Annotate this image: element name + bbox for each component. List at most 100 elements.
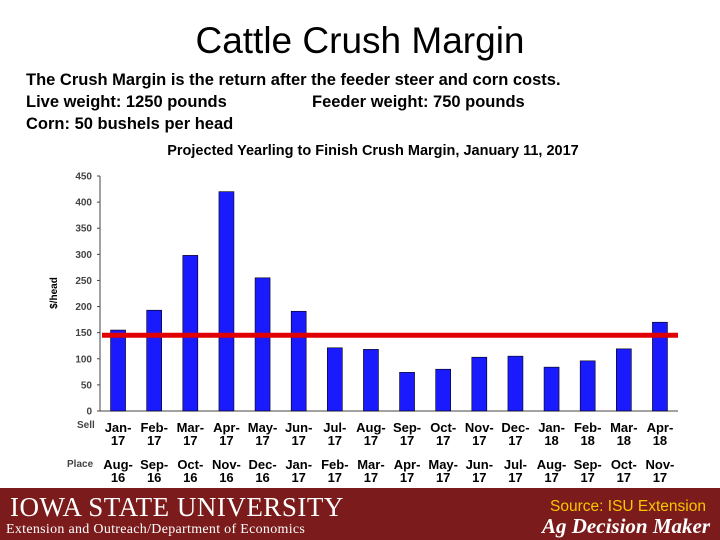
footer-bar: IOWA STATE UNIVERSITY Extension and Outr… [0, 488, 720, 540]
place-year-label: 17 [617, 470, 631, 485]
bar [146, 309, 162, 412]
sell-month-label: Nov- [465, 420, 494, 435]
y-axis-label: $/head [49, 277, 60, 309]
place-year-label: 17 [291, 470, 305, 485]
sell-year-label: 17 [364, 433, 378, 448]
sell-year-label: 17 [147, 433, 161, 448]
bar [652, 321, 668, 412]
place-year-label: 16 [111, 470, 125, 485]
place-month-label: Nov- [212, 457, 241, 472]
place-row-label: Place [67, 459, 94, 470]
y-tick-label: 50 [81, 380, 93, 391]
sell-year-label: 18 [653, 433, 667, 448]
bar [290, 310, 307, 412]
ag-decision-maker-logo-text: Ag Decision Maker [542, 514, 710, 538]
y-tick-label: 0 [86, 407, 92, 418]
place-year-label: 16 [219, 470, 233, 485]
place-month-label: Jul- [504, 457, 527, 472]
source-text: Source: ISU Extension [550, 498, 706, 515]
sell-year-label: 17 [183, 433, 197, 448]
sell-month-label: Aug- [356, 420, 386, 435]
y-tick-label: 200 [75, 302, 92, 313]
y-tick-label: 450 [75, 172, 92, 183]
place-year-label: 17 [400, 470, 414, 485]
intro-line-1: The Crush Margin is the return after the… [26, 71, 561, 89]
sell-year-label: 17 [400, 433, 414, 448]
place-month-label: Oct- [611, 457, 637, 472]
sell-year-label: 17 [472, 433, 486, 448]
sell-month-label: Oct- [430, 420, 456, 435]
bar [579, 360, 596, 412]
bar [471, 356, 488, 412]
place-month-label: Aug- [103, 457, 133, 472]
y-tick-label: 150 [75, 328, 92, 339]
sell-month-label: Sep- [393, 420, 421, 435]
y-tick-label: 100 [75, 354, 92, 365]
sell-month-label: Feb- [140, 420, 167, 435]
place-month-label: Jun- [466, 457, 493, 472]
place-month-label: Nov- [645, 457, 674, 472]
place-month-label: Mar- [357, 457, 384, 472]
bar [543, 366, 560, 412]
place-year-label: 16 [255, 470, 269, 485]
place-year-label: 17 [653, 470, 667, 485]
bar [435, 368, 451, 412]
y-tick-label: 300 [75, 250, 92, 261]
sell-month-label: Apr- [213, 420, 240, 435]
sell-month-label: Feb- [574, 420, 601, 435]
place-year-label: 16 [147, 470, 161, 485]
sell-year-label: 17 [291, 433, 305, 448]
bar [399, 372, 415, 412]
place-month-label: Dec- [248, 457, 276, 472]
sell-year-label: 17 [436, 433, 450, 448]
sell-month-label: May- [248, 420, 278, 435]
intro-line-3: Corn: 50 bushels per head [26, 115, 234, 133]
place-month-label: Aug- [537, 457, 567, 472]
sell-year-label: 18 [580, 433, 594, 448]
place-year-label: 17 [364, 470, 378, 485]
bar [254, 277, 271, 412]
department-text: Extension and Outreach/Department of Eco… [6, 522, 306, 537]
sell-year-label: 18 [544, 433, 558, 448]
place-month-label: Oct- [177, 457, 203, 472]
y-tick-label: 250 [75, 276, 92, 287]
bar [110, 329, 126, 412]
place-year-label: 16 [183, 470, 197, 485]
sell-month-label: Dec- [501, 420, 529, 435]
place-year-label: 17 [436, 470, 450, 485]
bar [616, 348, 632, 412]
sell-month-label: Jul- [323, 420, 346, 435]
crush-margin-chart: Projected Yearling to Finish Crush Margi… [49, 143, 678, 485]
sell-month-label: Jun- [285, 420, 312, 435]
sell-year-label: 18 [617, 433, 631, 448]
sell-year-label: 17 [508, 433, 522, 448]
plot-area: 050100150200250300350400450Jan-17Aug-16F… [75, 172, 678, 485]
feeder-weight-text: Feeder weight: 750 pounds [312, 93, 525, 111]
chart-title: Projected Yearling to Finish Crush Margi… [167, 143, 579, 159]
sell-year-label: 17 [111, 433, 125, 448]
sell-year-label: 17 [328, 433, 342, 448]
place-month-label: Sep- [140, 457, 168, 472]
bar [218, 191, 235, 412]
live-weight-text: Live weight: 1250 pounds [26, 93, 227, 111]
place-year-label: 17 [472, 470, 486, 485]
sell-month-label: Mar- [177, 420, 204, 435]
bar [363, 349, 379, 412]
sell-month-label: Jan- [105, 420, 132, 435]
sell-month-label: Mar- [610, 420, 637, 435]
place-month-label: May- [428, 457, 458, 472]
bar [327, 347, 343, 412]
sell-month-label: Jan- [538, 420, 565, 435]
y-tick-label: 350 [75, 224, 92, 235]
sell-month-label: Apr- [647, 420, 674, 435]
sell-year-label: 17 [255, 433, 269, 448]
university-logo-text: IOWA STATE UNIVERSITY [10, 492, 344, 522]
y-tick-label: 400 [75, 198, 92, 209]
place-year-label: 17 [508, 470, 522, 485]
intro-line-2: Live weight: 1250 pounds Feeder weight: … [26, 91, 561, 113]
bar [507, 355, 524, 412]
place-year-label: 17 [580, 470, 594, 485]
place-month-label: Sep- [574, 457, 602, 472]
place-month-label: Feb- [321, 457, 348, 472]
place-year-label: 17 [544, 470, 558, 485]
